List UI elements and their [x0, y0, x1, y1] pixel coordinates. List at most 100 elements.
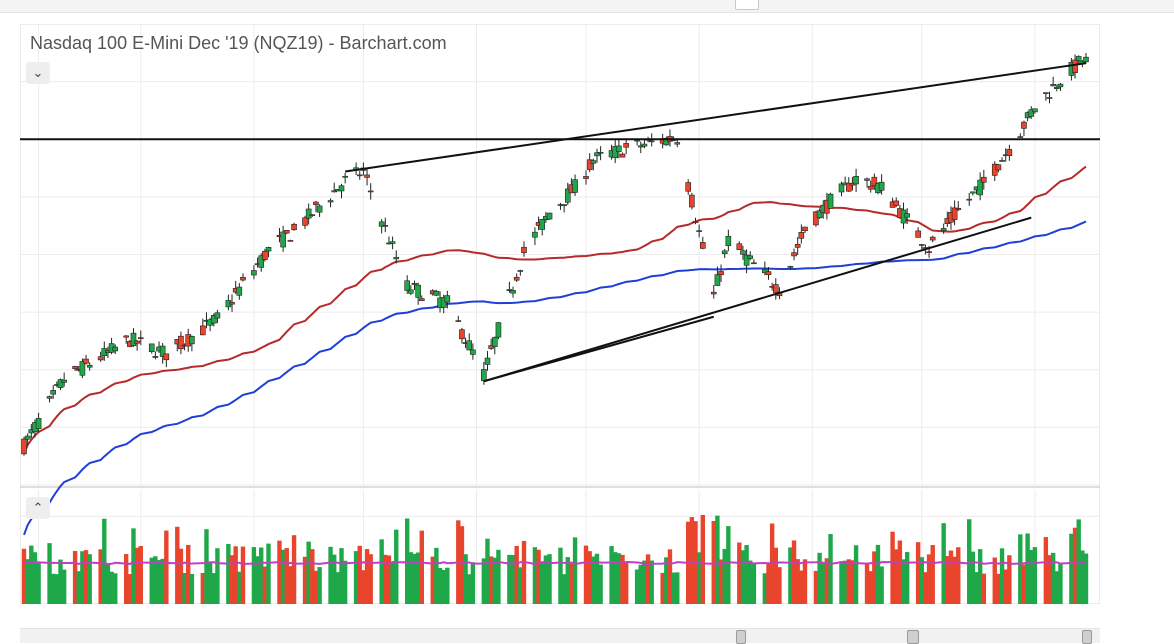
candle-down [798, 232, 805, 239]
candle-up [674, 142, 681, 145]
candle-down [367, 190, 374, 193]
volume-bar-down [850, 560, 855, 604]
trendline-3 [483, 315, 715, 383]
trendline-2 [483, 216, 1032, 383]
volume-bar-up [609, 546, 614, 604]
volume-bar-down [361, 570, 366, 604]
scrollbar-left-handle[interactable] [736, 630, 746, 644]
candle-up [404, 280, 410, 291]
volume-bar-up [1025, 533, 1030, 604]
volume-bar-up [445, 567, 450, 604]
volume-bar-up [543, 555, 549, 604]
scrollbar-right-handle[interactable] [1082, 630, 1092, 644]
collapse-chart-button[interactable]: ⌄ [26, 62, 50, 84]
volume-bar-up [259, 547, 264, 604]
volume-bar-up [408, 552, 414, 604]
collapse-volume-button[interactable]: ⌃ [26, 497, 50, 519]
scrollbar-thumb-grip[interactable] [907, 630, 919, 644]
candle-down [981, 176, 987, 183]
candle-up [236, 286, 243, 296]
volume-bar-down [98, 549, 103, 604]
volume-bar-down [737, 542, 742, 604]
toolbar-button[interactable] [735, 0, 759, 10]
volume-bar-up [572, 537, 578, 604]
volume-bar-down [926, 554, 932, 604]
candle-up [258, 255, 265, 268]
volume-bar-up [565, 557, 570, 604]
volume-bar-down [791, 540, 797, 604]
candle-up [564, 188, 571, 203]
candle-down [995, 164, 1002, 171]
volume-bar-up [507, 554, 512, 604]
volume-bar-down [186, 544, 191, 604]
volume-bar-up [919, 557, 924, 604]
candle-down [488, 345, 494, 349]
candle-up [331, 190, 338, 193]
volume-bar-down [164, 530, 169, 604]
volume-bar-down [795, 559, 800, 604]
volume-bar-up [390, 561, 395, 604]
volume-bar-up [762, 573, 768, 604]
candle-up [816, 210, 823, 219]
candle-down [134, 340, 140, 344]
candle-up [762, 269, 768, 274]
volume-bar-up [226, 544, 231, 604]
volume-bar-down [310, 549, 315, 604]
candle-down [291, 223, 297, 231]
candle-up [481, 369, 487, 382]
candle-up [878, 181, 885, 191]
candle-up [853, 176, 859, 185]
volume-bar-up [726, 526, 731, 604]
candle-up [634, 139, 640, 142]
volume-bar-up [875, 544, 881, 604]
candle-up [696, 230, 702, 232]
volume-bar-up [1069, 533, 1074, 604]
volume-bar-up [463, 554, 468, 604]
volume-bar-down [521, 540, 527, 604]
candle-up [86, 364, 93, 368]
volume-bar-up [613, 552, 618, 604]
volume-bar-up [204, 529, 209, 604]
top-toolbar-strip [0, 0, 1174, 13]
volume-bar-down [1043, 537, 1049, 604]
volume-bar-up [1080, 550, 1085, 604]
candle-up [787, 266, 794, 268]
volume-bar-down [291, 535, 297, 604]
volume-bar-down [890, 531, 895, 604]
time-scrollbar[interactable] [20, 628, 1100, 644]
volume-bar-down [872, 551, 877, 604]
candle-down [418, 298, 425, 301]
chart-border [19, 23, 1101, 605]
candle-down [813, 211, 819, 226]
candle-up [24, 435, 31, 440]
volume-bar-up [1018, 534, 1023, 604]
candle-down [229, 302, 235, 305]
volume-bar-down [583, 545, 589, 604]
candle-up [251, 270, 257, 276]
candle-up [214, 312, 221, 319]
volume-bar-up [76, 571, 81, 604]
volume-bar-up [842, 560, 848, 604]
volume-bar-up [87, 554, 92, 604]
volume-bar-down [233, 546, 238, 604]
candle-down [692, 220, 699, 223]
volume-bar-up [109, 571, 114, 604]
candle-up [61, 379, 67, 383]
volume-bar-up [722, 548, 727, 604]
volume-bar-up [788, 547, 793, 604]
candle-down [710, 291, 717, 295]
volume-bar-up [664, 557, 669, 604]
volume-bar-up [25, 559, 30, 604]
candle-down [313, 201, 319, 206]
volume-bar-down [430, 556, 435, 604]
volume-bar-up [32, 552, 38, 604]
volume-bar-up [941, 523, 946, 604]
candle-down [178, 335, 184, 350]
candle-down [459, 329, 465, 340]
candle-down [521, 246, 527, 254]
candle-down [586, 159, 593, 170]
volume-bar-down [915, 542, 921, 604]
volume-bar-down [846, 559, 851, 604]
volume-bar-up [496, 549, 501, 604]
volume-bar-down [948, 550, 954, 604]
